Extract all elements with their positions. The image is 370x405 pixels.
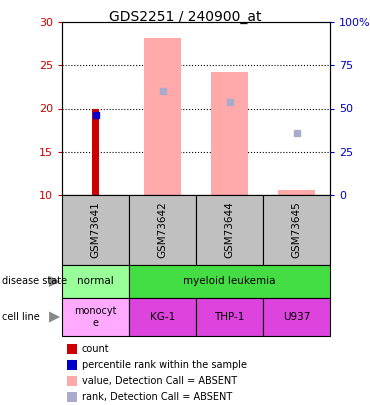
Text: KG-1: KG-1 [150, 312, 175, 322]
Bar [92, 109, 99, 195]
Text: GSM73642: GSM73642 [158, 202, 168, 258]
Text: normal: normal [77, 277, 114, 286]
Text: U937: U937 [283, 312, 310, 322]
Text: percentile rank within the sample: percentile rank within the sample [82, 360, 247, 370]
Text: GSM73644: GSM73644 [225, 202, 235, 258]
Text: count: count [82, 344, 110, 354]
Text: monocyt
e: monocyt e [74, 306, 117, 328]
Text: rank, Detection Call = ABSENT: rank, Detection Call = ABSENT [82, 392, 232, 402]
Text: disease state: disease state [2, 277, 67, 286]
Bar [211, 72, 248, 195]
Text: GSM73641: GSM73641 [91, 202, 101, 258]
Text: GDS2251 / 240900_at: GDS2251 / 240900_at [109, 10, 261, 24]
Text: GSM73645: GSM73645 [292, 202, 302, 258]
Text: THP-1: THP-1 [214, 312, 245, 322]
Text: myeloid leukemia: myeloid leukemia [183, 277, 276, 286]
Bar [278, 190, 315, 195]
Bar [144, 38, 181, 195]
Text: value, Detection Call = ABSENT: value, Detection Call = ABSENT [82, 376, 237, 386]
Text: cell line: cell line [2, 312, 40, 322]
